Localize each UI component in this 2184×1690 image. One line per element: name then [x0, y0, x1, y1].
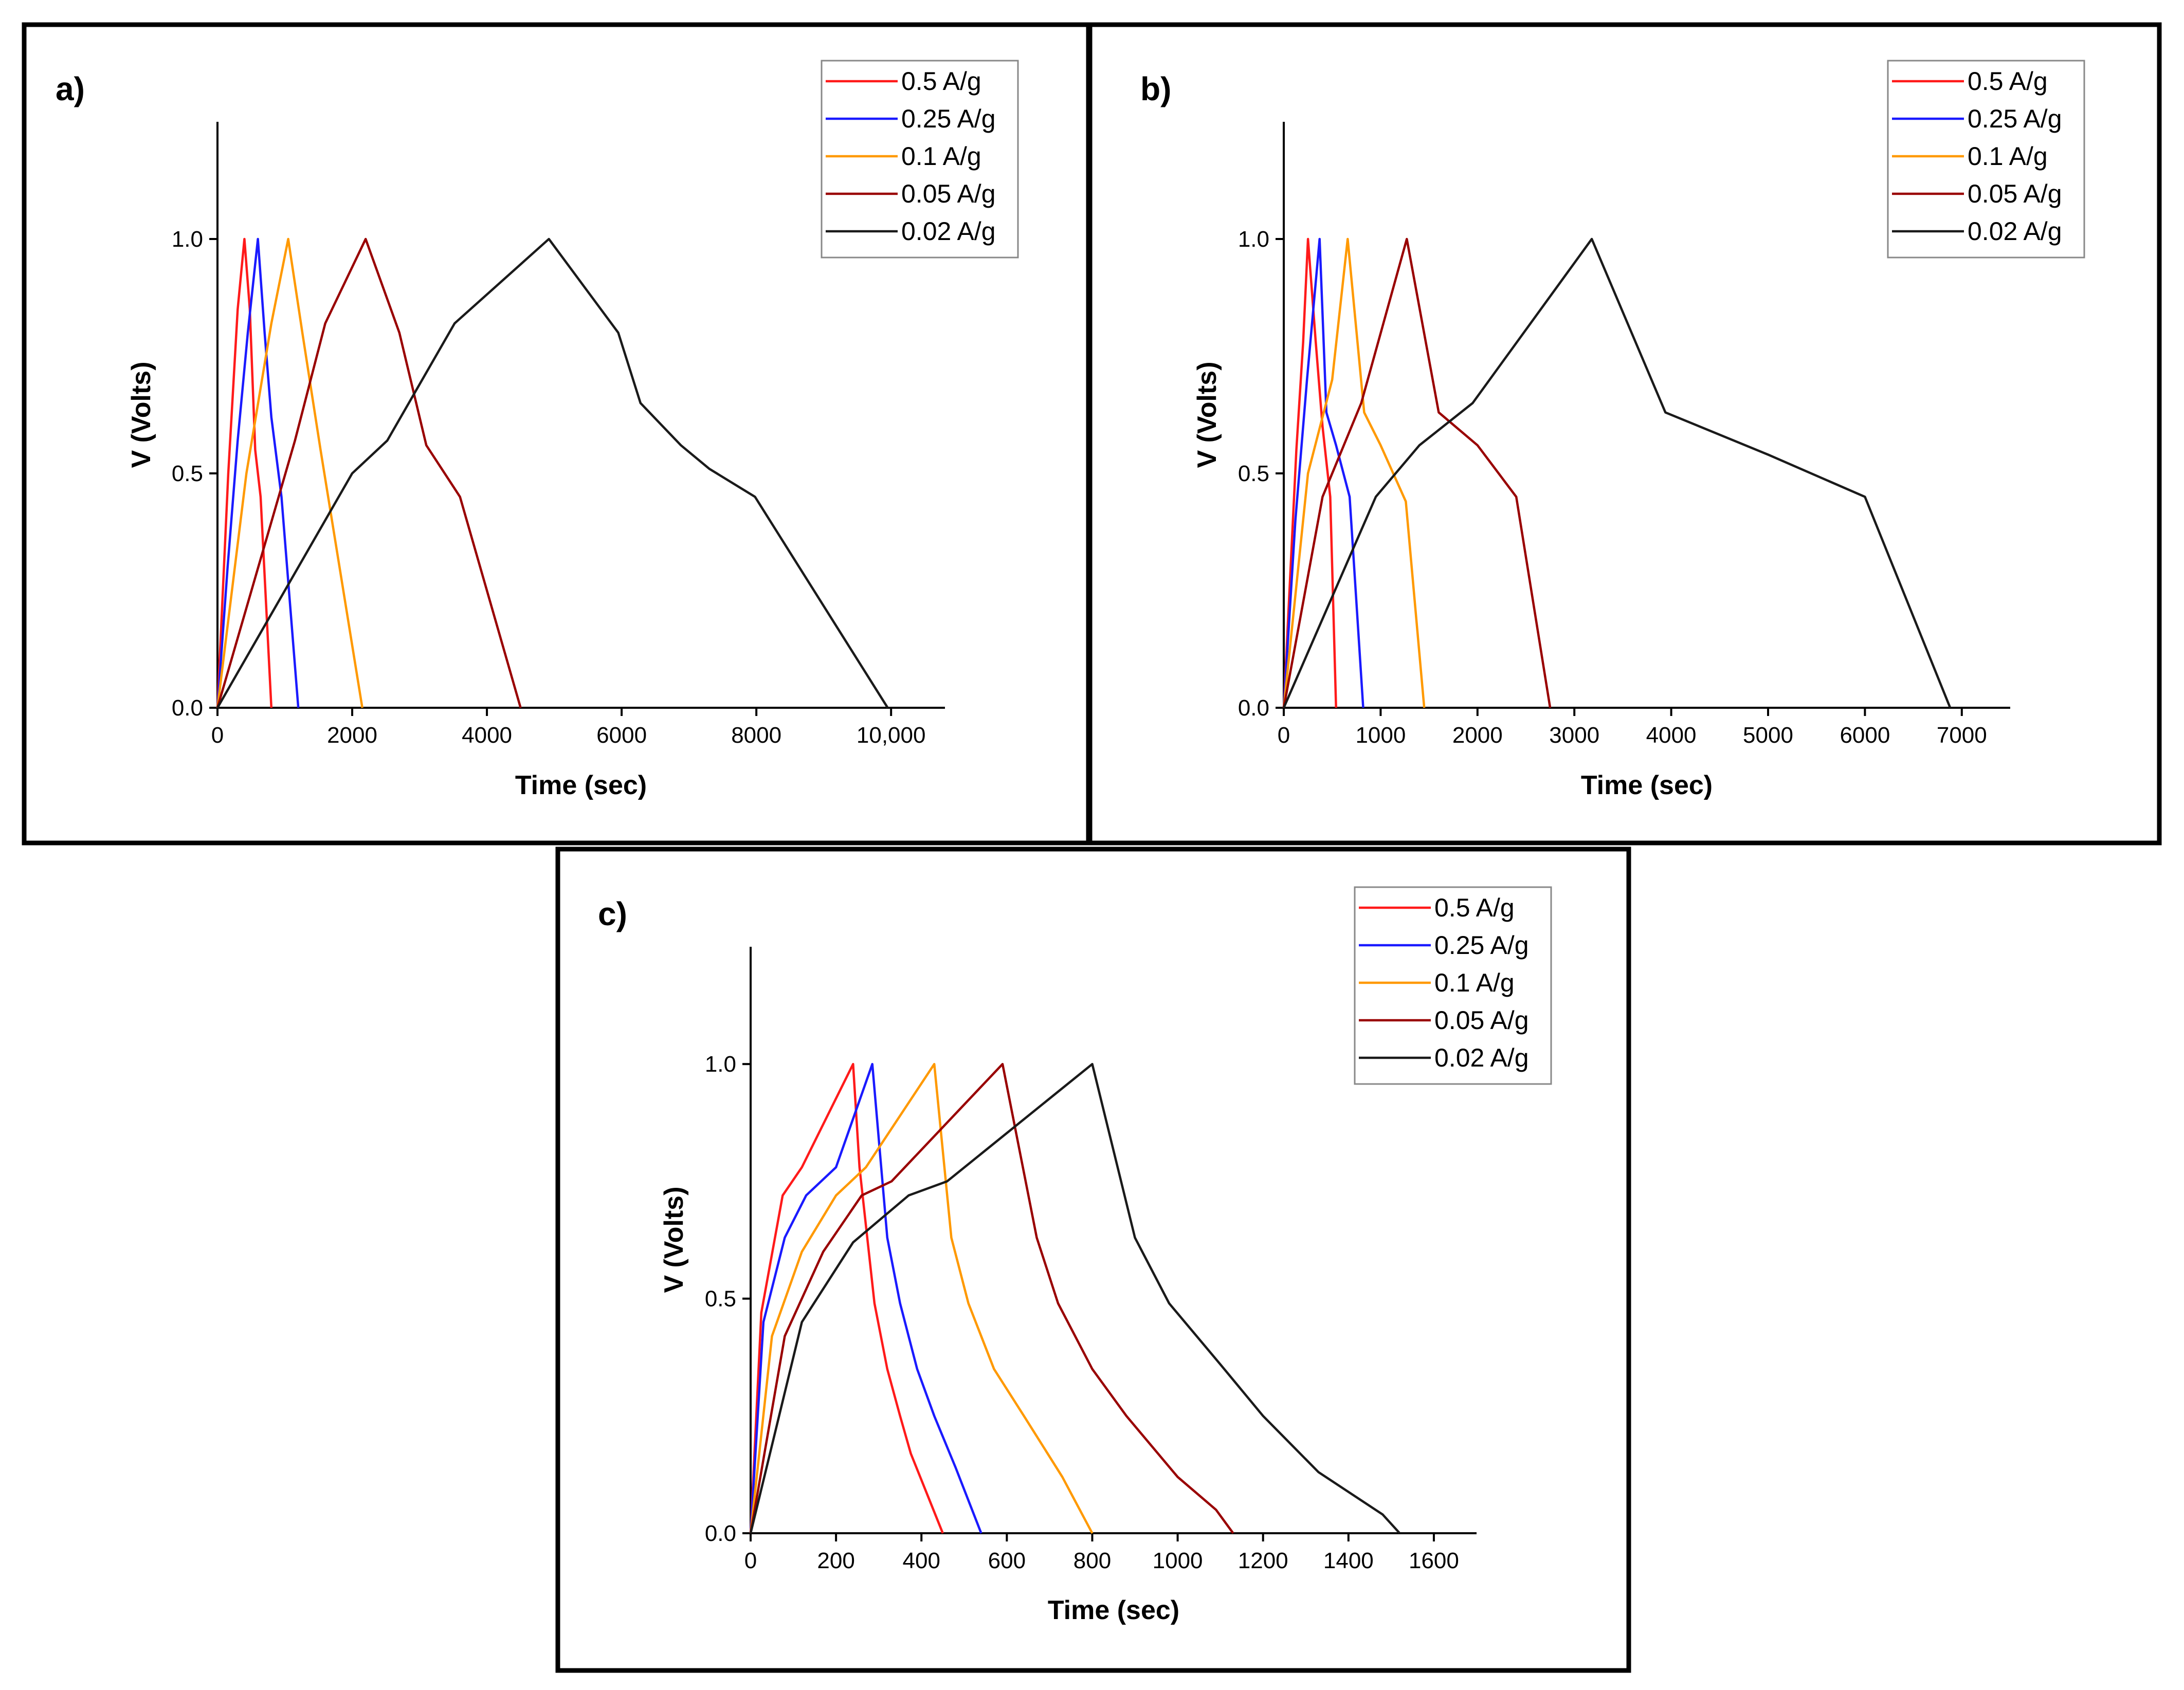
panel-a-y-axis-title: V (Volts) — [126, 361, 156, 468]
panel-a-series-line — [216, 237, 300, 708]
panel-a-series-line — [216, 237, 522, 708]
panel-c-x-tick-label: 600 — [988, 1548, 1026, 1573]
panel-a-legend-label: 0.5 A/g — [901, 67, 981, 96]
panel-a-x-tick-label: 6000 — [596, 723, 647, 748]
panel-a-x-tick-label: 4000 — [462, 723, 512, 748]
panel-b-x-tick-label: 0 — [1278, 723, 1290, 748]
panel-b-legend: 0.5 A/g 0.25 A/g 0.1 A/g 0.05 A/g 0.02 A/g — [1887, 60, 2085, 259]
panel-b-series-line — [1282, 237, 1337, 708]
panel-c-series-line — [749, 1062, 1094, 1534]
panel-c-legend-label: 0.25 A/g — [1434, 931, 1529, 960]
panel-c-x-tick-label: 0 — [744, 1548, 757, 1573]
panel-c-legend: 0.5 A/g 0.25 A/g 0.1 A/g 0.05 A/g 0.02 A/g — [1354, 886, 1552, 1085]
panel-a-label: a) — [56, 70, 85, 107]
panel-b-legend-label: 0.02 A/g — [1968, 217, 2062, 246]
panel-c-x-tick-label: 1600 — [1409, 1548, 1459, 1573]
panel-a-series-line — [216, 237, 363, 708]
panel-c-y-ticks: 0.0 0.5 1.0 — [705, 1052, 751, 1546]
panel-b-legend-label: 0.5 A/g — [1968, 67, 2048, 96]
panel-b-y-tick-label: 0.0 — [1238, 695, 1269, 721]
panel-a-legend: 0.5 A/g 0.25 A/g 0.1 A/g 0.05 A/g 0.02 A/g — [821, 60, 1019, 259]
panel-a-x-tick-label: 0 — [211, 723, 224, 748]
panel-b-legend-box — [1887, 60, 2085, 259]
panel-b-x-ticks: 0 1000 2000 3000 4000 5000 6000 7000 — [1278, 708, 1987, 748]
panel-b-series — [1282, 237, 1952, 708]
panel-b-legend-label: 0.05 A/g — [1968, 179, 2062, 208]
panel-a-x-axis-title: Time (sec) — [515, 770, 647, 800]
panel-a-legend-label: 0.1 A/g — [901, 142, 981, 171]
panel-b-label: b) — [1140, 70, 1171, 107]
panel-b-x-axis-title: Time (sec) — [1581, 770, 1713, 800]
panel-c-series-line — [749, 1062, 1234, 1534]
panel-c-legend-label: 0.02 A/g — [1434, 1043, 1529, 1072]
panel-b-y-ticks: 0.0 0.5 1.0 — [1238, 227, 1284, 721]
panel-c-x-tick-label: 1400 — [1323, 1548, 1374, 1573]
panel-b-x-tick-label: 7000 — [1937, 723, 1987, 748]
panel-a: a) Time (sec) V (Volts) 0 2000 4000 6000 800… — [22, 22, 1091, 846]
panel-b-y-tick-label: 0.5 — [1238, 461, 1269, 486]
panel-b-x-tick-label: 6000 — [1840, 723, 1890, 748]
panel-a-y-tick-label: 1.0 — [172, 227, 203, 252]
panel-b-series-line — [1282, 237, 1426, 708]
panel-a-series — [216, 237, 889, 709]
panel-b-y-axis-title: V (Volts) — [1192, 361, 1222, 468]
panel-a-legend-label: 0.25 A/g — [901, 104, 996, 133]
panel-c: c) Time (sec) V (Volts) 0 200 400 600 800 100… — [555, 847, 1631, 1673]
panel-b-series-line — [1282, 237, 1952, 708]
panel-b-x-tick-label: 5000 — [1743, 723, 1793, 748]
panel-a-x-tick-label: 10,000 — [857, 723, 926, 748]
panel-b-legend-label: 0.1 A/g — [1968, 142, 2048, 171]
panel-a-y-tick-label: 0.5 — [172, 461, 203, 486]
panel-c-y-tick-label: 0.5 — [705, 1287, 736, 1312]
panel-c-series — [749, 1062, 1401, 1534]
panel-c-y-axis-title: V (Volts) — [659, 1186, 689, 1293]
panel-b: b) Time (sec) V (Volts) 0 1000 2000 3000 400… — [1087, 22, 2162, 846]
panel-b-series-line — [1282, 237, 1552, 708]
panel-b-x-tick-label: 4000 — [1646, 723, 1697, 748]
panel-a-x-ticks: 0 2000 4000 6000 8000 10,000 — [211, 708, 926, 748]
panel-b-legend-label: 0.25 A/g — [1968, 104, 2062, 133]
panel-c-x-tick-label: 1000 — [1153, 1548, 1203, 1573]
panel-a-x-tick-label: 8000 — [731, 723, 781, 748]
panel-c-x-ticks: 0 200 400 600 800 1000 1200 1400 1600 — [744, 1533, 1459, 1573]
panel-a-legend-label: 0.02 A/g — [901, 217, 996, 246]
panel-c-x-tick-label: 800 — [1073, 1548, 1111, 1573]
panel-a-series-line — [216, 237, 889, 709]
panel-b-x-tick-label: 3000 — [1549, 723, 1599, 748]
panel-c-series-line — [749, 1062, 944, 1534]
panel-c-label: c) — [598, 895, 627, 932]
panel-a-legend-box — [821, 60, 1019, 259]
panel-a-y-tick-label: 0.0 — [172, 695, 203, 721]
panel-c-x-tick-label: 1200 — [1238, 1548, 1288, 1573]
panel-b-x-tick-label: 2000 — [1452, 723, 1503, 748]
panel-c-x-axis-title: Time (sec) — [1048, 1595, 1179, 1625]
panel-a-y-ticks: 0.0 0.5 1.0 — [172, 227, 217, 721]
panel-a-legend-label: 0.05 A/g — [901, 179, 996, 208]
panel-b-series-line — [1282, 237, 1364, 708]
panel-c-series-line — [749, 1062, 982, 1534]
panel-c-series-line — [749, 1062, 1401, 1534]
panel-c-legend-label: 0.5 A/g — [1434, 893, 1515, 922]
panel-a-series-line — [216, 237, 273, 708]
panel-c-legend-box — [1354, 886, 1552, 1085]
panel-c-legend-label: 0.05 A/g — [1434, 1006, 1529, 1035]
panel-a-x-tick-label: 2000 — [327, 723, 377, 748]
panel-b-y-tick-label: 1.0 — [1238, 227, 1269, 252]
panel-b-x-tick-label: 1000 — [1355, 723, 1406, 748]
panel-c-y-tick-label: 1.0 — [705, 1052, 736, 1077]
panel-c-legend-label: 0.1 A/g — [1434, 968, 1515, 997]
panel-c-x-tick-label: 200 — [817, 1548, 854, 1573]
panel-c-x-tick-label: 400 — [903, 1548, 940, 1573]
panel-c-y-tick-label: 0.0 — [705, 1521, 736, 1546]
